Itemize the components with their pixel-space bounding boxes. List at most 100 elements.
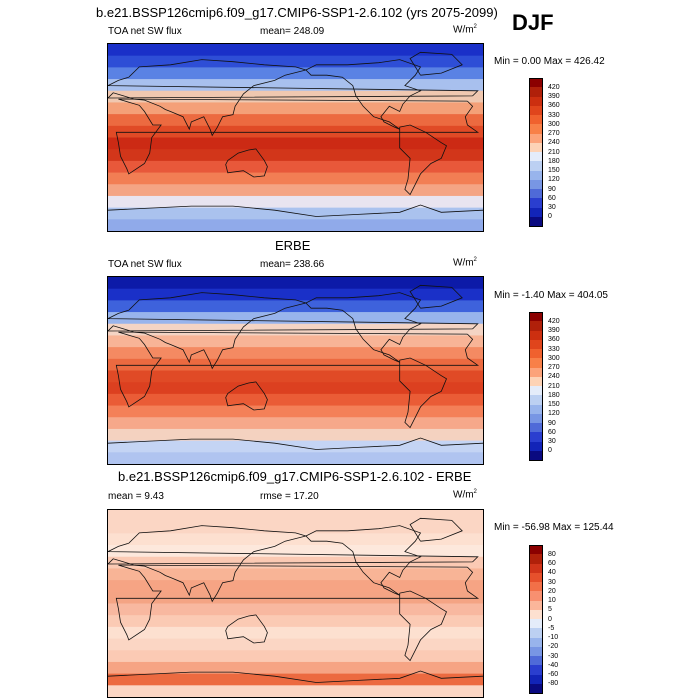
colorbar-cell [529,142,543,153]
colorbar-cell [529,619,543,629]
colorbar-label: 20 [548,587,556,595]
colorbar-cell [529,674,543,685]
colorbar-cell [529,96,543,107]
colorbar-cell [529,441,543,452]
colorbar-label: 330 [548,345,560,353]
colorbar-label: 180 [548,391,560,399]
colorbar-cell [529,600,543,611]
colorbar-label: 90 [548,419,556,427]
coastline [115,98,480,175]
map-band [108,393,483,407]
map-band [108,370,483,383]
panel3-units: W/m2 [453,489,477,500]
panel3-colorbar: 80 60 40 30 20 10 5 0 -5 -10 -20 -30 -40 -60 -80 [529,545,589,694]
colorbar-label: 180 [548,157,560,165]
panel3-map [107,509,484,698]
coastline [108,59,479,137]
map-band [108,417,483,430]
map-band [108,638,483,651]
panel2-units-main: W/m [453,257,474,269]
map-band [108,137,483,150]
colorbar-cell [529,609,543,620]
colorbar-label: 330 [548,111,560,119]
panel3-left-label: mean = 9.43 [108,491,164,502]
colorbar-label: 270 [548,130,560,137]
colorbar-cell [529,646,543,657]
panel1-map [107,43,484,232]
colorbar-cell [529,376,543,387]
coastline [305,525,422,596]
panel3-units-main: W/m [453,489,474,501]
colorbar-cell [529,395,543,405]
colorbar-label: 0 [548,213,552,221]
map-band [108,195,483,209]
panel2-minmax: Min = -1.40 Max = 404.05 [494,290,608,301]
coastline [108,204,483,217]
colorbar-cell [529,152,543,162]
colorbar-cell [529,554,543,564]
coastline [108,525,479,603]
colorbar-cell [529,665,543,675]
coastline [409,284,463,309]
map-band [108,603,483,616]
colorbar-cell [529,404,543,415]
panel3-center-label: rmse = 17.20 [260,491,319,502]
coastline [399,590,448,662]
colorbar-label: 420 [548,83,560,91]
colorbar-label: 30 [548,204,556,211]
colorbar-cell [529,216,543,227]
colorbar-label: 420 [548,317,560,325]
map-band [108,277,483,290]
coastline [108,292,479,370]
panel1-units-sup: 2 [473,24,477,30]
map-band [108,382,483,395]
coastline [115,331,480,408]
map-band [108,626,483,640]
panel1-units: W/m2 [453,24,477,35]
panel1-title: b.e21.BSSP126cmip6.f09_g17.CMIP6-SSP1-2.… [96,5,498,20]
panel1-left-label: TOA net SW flux [108,26,182,37]
colorbar-cell [529,413,543,424]
map-band [108,79,483,92]
colorbar-cell [529,87,543,97]
panel1-colorbar: 420 390 360 330 300 270 240 210 180 150 120 90 60 30 0 [529,78,589,227]
colorbar-label: -60 [548,671,559,678]
map-band [108,661,483,675]
colorbar-label: 360 [548,336,560,344]
panel3-units-sup: 2 [473,489,477,495]
colorbar-label: 240 [548,139,560,147]
coastline [108,437,483,450]
colorbar-cell [529,591,543,601]
colorbar-cell [529,545,543,555]
colorbar-label: 360 [548,102,560,110]
colorbar-label: 10 [548,597,556,604]
colorbar-label: -80 [548,680,559,688]
map-band [108,67,483,80]
map-band [108,335,483,348]
colorbar-cell [529,582,543,592]
panel3-map-svg [108,510,483,697]
map-band [108,184,483,197]
panel3-minmax: Min = -56.98 Max = 125.44 [494,522,614,533]
colorbar-cell [529,179,543,190]
panel1-map-svg [108,44,483,231]
colorbar-cell [529,312,543,322]
colorbar-cell [529,423,543,433]
colorbar-cell [529,349,543,359]
colorbar-cell [529,105,543,116]
map-band [108,149,483,162]
colorbar-label: 30 [548,578,556,586]
colorbar-cell [529,572,543,583]
colorbar-cell [529,563,543,574]
colorbar-label: 210 [548,382,560,390]
coastline [305,59,422,130]
colorbar-cell [529,115,543,125]
colorbar-label: 210 [548,148,560,156]
panel2-colorbar: 420 390 360 330 300 270 240 210 180 150 120 90 60 30 0 [529,312,589,461]
map-band [108,533,483,546]
colorbar-cell [529,628,543,638]
colorbar-cell [529,339,543,350]
map-band [108,44,483,57]
coastline [409,51,463,76]
map-band [108,405,483,418]
